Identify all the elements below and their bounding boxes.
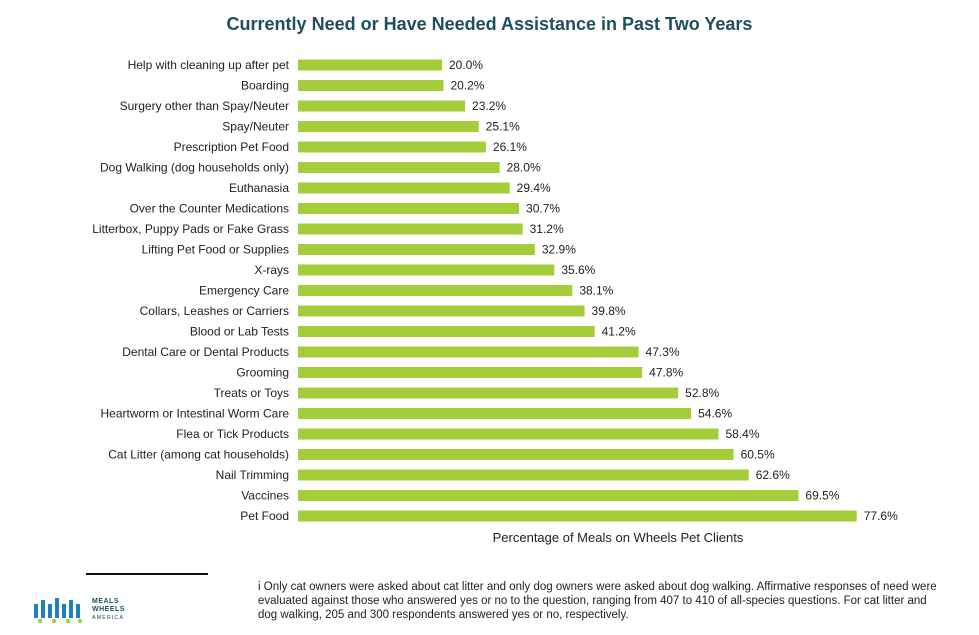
bar (298, 264, 555, 276)
value-label: 23.2% (472, 99, 506, 113)
category-label: X-rays (254, 263, 289, 277)
value-label: 30.7% (526, 202, 560, 216)
bar (298, 203, 520, 214)
value-label: 54.6% (698, 407, 732, 421)
bar (298, 223, 523, 235)
category-label: Boarding (241, 79, 289, 93)
bar (298, 469, 749, 481)
bar (298, 428, 719, 440)
bar (298, 326, 595, 337)
value-label: 58.4% (725, 427, 759, 441)
category-label: Over the Counter Medications (130, 202, 289, 216)
bar (298, 510, 857, 522)
bar (298, 285, 573, 296)
value-label: 60.5% (741, 448, 775, 462)
value-label: 62.6% (756, 468, 790, 482)
x-axis-label: Percentage of Meals on Wheels Pet Client… (492, 530, 744, 545)
category-label: Help with cleaning up after pet (128, 58, 290, 72)
bar (298, 244, 535, 255)
category-label: Spay/Neuter (222, 120, 289, 134)
category-label: Prescription Pet Food (174, 140, 289, 154)
category-label: Collars, Leashes or Carriers (140, 304, 289, 318)
logo-line-2: WHEELS (92, 606, 125, 613)
bar (298, 449, 734, 460)
logo-text: MEALS WHEELS AMERICA (92, 598, 172, 622)
chart-title: Currently Need or Have Needed Assistance… (226, 14, 753, 34)
value-label: 47.8% (649, 366, 683, 380)
value-label: 52.8% (685, 386, 719, 400)
value-label: 31.2% (530, 222, 564, 236)
category-label: Flea or Tick Products (176, 427, 289, 441)
bar (298, 182, 510, 194)
bar (298, 490, 799, 501)
bar (298, 305, 585, 317)
value-label: 39.8% (592, 304, 626, 318)
value-label: 35.6% (561, 263, 595, 277)
value-label: 47.3% (646, 345, 680, 359)
bar (298, 80, 444, 91)
category-label: Lifting Pet Food or Supplies (142, 243, 289, 257)
value-label: 32.9% (542, 243, 576, 257)
value-label: 20.2% (450, 79, 484, 93)
value-label: 41.2% (602, 325, 636, 339)
bar (298, 141, 486, 153)
bar (298, 100, 466, 112)
bar-chart: Help with cleaning up after pet 20.0% Boar… (92, 58, 898, 523)
category-label: Dog Walking (dog households only) (100, 161, 289, 175)
logo-line-3: AMERICA (92, 615, 125, 621)
logo-line-1: MEALS (92, 598, 119, 605)
category-label: Vaccines (241, 489, 289, 503)
meals-on-wheels-logo: MEALS WHEELS AMERICA (32, 596, 182, 624)
category-label: Pet Food (240, 509, 289, 523)
bar (298, 387, 679, 399)
bar (298, 346, 639, 358)
category-label: Blood or Lab Tests (190, 325, 289, 339)
category-label: Euthanasia (229, 181, 289, 195)
category-label: Litterbox, Puppy Pads or Fake Grass (92, 222, 289, 236)
bar (298, 367, 643, 378)
category-label: Dental Care or Dental Products (122, 345, 289, 359)
category-label: Heartworm or Intestinal Worm Care (101, 407, 290, 421)
value-label: 69.5% (805, 489, 839, 503)
footnote-divider (86, 573, 208, 575)
category-label: Treats or Toys (214, 386, 289, 400)
footnote: i Only cat owners were asked about cat l… (258, 581, 937, 621)
value-label: 26.1% (493, 140, 527, 154)
category-label: Emergency Care (199, 284, 289, 298)
category-label: Grooming (236, 366, 289, 380)
bar (298, 408, 692, 419)
bar (298, 121, 479, 132)
value-label: 25.1% (486, 120, 520, 134)
logo-mark-icon (34, 598, 83, 624)
category-label: Surgery other than Spay/Neuter (120, 99, 289, 113)
value-label: 20.0% (449, 58, 483, 72)
category-label: Nail Trimming (216, 468, 289, 482)
bar (298, 162, 500, 173)
value-label: 29.4% (517, 181, 551, 195)
value-label: 77.6% (864, 509, 898, 523)
category-label: Cat Litter (among cat households) (108, 448, 289, 462)
value-label: 38.1% (579, 284, 613, 298)
value-label: 28.0% (507, 161, 541, 175)
bar (298, 59, 442, 71)
